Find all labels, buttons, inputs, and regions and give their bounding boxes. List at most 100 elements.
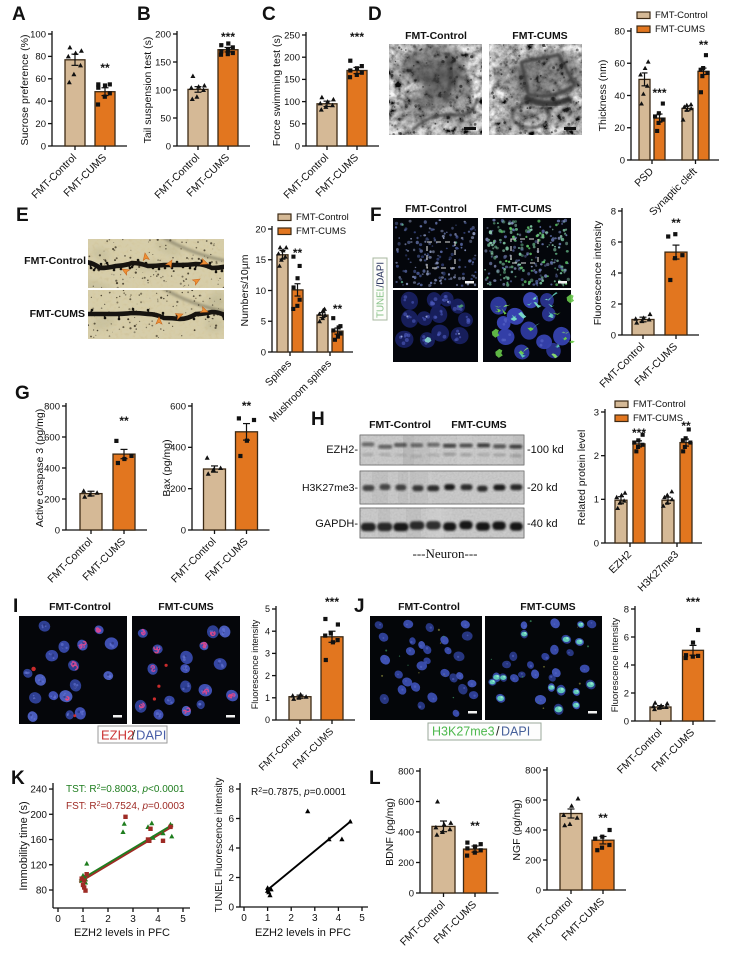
svg-text:2: 2	[594, 451, 599, 462]
svg-text:Bax (pg/mg): Bax (pg/mg)	[161, 439, 173, 496]
svg-text:0: 0	[409, 888, 414, 899]
svg-text:400: 400	[398, 827, 414, 838]
svg-text:**: **	[100, 61, 110, 75]
svg-text:600: 600	[170, 401, 186, 412]
svg-text:5: 5	[180, 914, 186, 925]
svg-text:FMT-Control: FMT-Control	[398, 601, 460, 613]
svg-text:0: 0	[624, 716, 629, 727]
svg-text:80: 80	[35, 52, 46, 63]
svg-text:5: 5	[265, 604, 270, 614]
svg-text:50: 50	[289, 119, 300, 130]
svg-text:H3K27me3: H3K27me3	[432, 725, 495, 739]
svg-text:8: 8	[624, 604, 629, 615]
svg-text:600: 600	[44, 432, 60, 443]
svg-text:600: 600	[525, 795, 541, 806]
svg-text:800: 800	[398, 766, 414, 777]
svg-text:***: ***	[221, 30, 235, 44]
svg-text:**: **	[598, 811, 608, 825]
svg-text:200: 200	[398, 858, 414, 869]
svg-text:Tail suspension test (s): Tail suspension test (s)	[142, 37, 154, 144]
svg-text:0: 0	[620, 155, 625, 166]
svg-text:**: **	[242, 399, 252, 413]
svg-text:250: 250	[284, 30, 300, 41]
svg-text:200: 200	[155, 29, 171, 40]
svg-text:8: 8	[611, 206, 616, 217]
svg-text:***: ***	[325, 595, 339, 609]
svg-text:EZH2: EZH2	[607, 549, 635, 577]
svg-text:2: 2	[105, 914, 111, 925]
svg-text:0: 0	[241, 913, 247, 924]
svg-text:TST: R2=0.8003, p<0.0001: TST: R2=0.8003, p<0.0001	[66, 784, 185, 796]
svg-text:FMT-CUMS: FMT-CUMS	[158, 601, 213, 613]
svg-text:L: L	[369, 768, 381, 789]
svg-text:Numbers/10µm: Numbers/10µm	[239, 254, 251, 326]
svg-text:1: 1	[594, 495, 599, 506]
svg-text:3: 3	[265, 649, 270, 659]
svg-text:150: 150	[284, 75, 300, 86]
svg-text:0: 0	[55, 525, 60, 536]
svg-text:FMT-Control: FMT-Control	[24, 255, 86, 267]
svg-text:800: 800	[44, 401, 60, 412]
svg-text:Fluorescence intensity: Fluorescence intensity	[250, 619, 260, 709]
svg-text:400: 400	[170, 443, 186, 454]
svg-text:2: 2	[624, 688, 629, 699]
svg-text:Force swimming test (s): Force swimming test (s)	[271, 35, 283, 146]
svg-text:FMT-CUMS: FMT-CUMS	[296, 226, 346, 237]
svg-text:0: 0	[261, 347, 266, 358]
svg-text:H3K27me3-: H3K27me3-	[302, 482, 359, 494]
svg-text:FMT-CUMS: FMT-CUMS	[512, 30, 567, 42]
svg-text:**: **	[470, 819, 480, 833]
svg-text:800: 800	[525, 765, 541, 776]
svg-text:I: I	[13, 596, 18, 617]
svg-text:2: 2	[228, 873, 234, 884]
svg-text:Fluorescence intensity: Fluorescence intensity	[610, 617, 621, 712]
svg-text:***: ***	[652, 86, 666, 100]
svg-text:3: 3	[312, 913, 318, 924]
svg-text:400: 400	[525, 825, 541, 836]
svg-text:4: 4	[228, 844, 234, 855]
svg-text:***: ***	[686, 595, 700, 609]
svg-text:0: 0	[265, 715, 270, 725]
svg-text:15: 15	[255, 255, 266, 266]
svg-text:2: 2	[288, 913, 294, 924]
svg-text:NGF (pg/mg): NGF (pg/mg)	[511, 799, 523, 860]
svg-text:1: 1	[80, 914, 86, 925]
svg-text:0: 0	[55, 914, 61, 925]
svg-text:240: 240	[30, 785, 47, 796]
svg-text:TUNEL Fluorescence intensity: TUNEL Fluorescence intensity	[214, 778, 225, 913]
svg-text:80: 80	[614, 26, 625, 37]
svg-text:FMT-CUMS: FMT-CUMS	[496, 203, 551, 215]
svg-text:/: /	[496, 725, 500, 739]
svg-text:EZH2 levels in PFC: EZH2 levels in PFC	[255, 927, 351, 939]
svg-text:0: 0	[181, 525, 186, 536]
svg-text:2: 2	[611, 299, 616, 310]
svg-text:120: 120	[30, 860, 47, 871]
svg-text:4: 4	[155, 914, 161, 925]
svg-text:PSD: PSD	[632, 165, 656, 189]
svg-text:FMT-CUMS: FMT-CUMS	[655, 24, 705, 35]
svg-text:H: H	[311, 409, 325, 430]
svg-text:/DAPI: /DAPI	[376, 262, 387, 288]
svg-text:**: **	[333, 302, 343, 316]
svg-text:0: 0	[166, 141, 171, 152]
svg-text:1: 1	[265, 693, 270, 703]
svg-text:**: **	[671, 216, 681, 230]
svg-text:4: 4	[265, 626, 270, 636]
svg-text:R2=0.7875, p=0.0001: R2=0.7875, p=0.0001	[251, 787, 347, 799]
svg-text:5: 5	[261, 317, 266, 328]
svg-text:***: ***	[632, 426, 646, 440]
svg-text:**: **	[293, 246, 303, 260]
svg-text:J: J	[354, 596, 365, 617]
svg-text:---Neuron---: ---Neuron---	[413, 546, 478, 561]
svg-text:GAPDH-: GAPDH-	[315, 518, 358, 530]
svg-text:/: /	[132, 728, 136, 743]
svg-text:FMT-Control: FMT-Control	[405, 30, 467, 42]
svg-text:FMT-CUMS: FMT-CUMS	[633, 413, 683, 424]
svg-text:Related protein level: Related protein level	[576, 430, 588, 526]
svg-text:0: 0	[228, 903, 234, 914]
svg-text:0: 0	[41, 141, 46, 152]
svg-text:2: 2	[265, 671, 270, 681]
svg-text:100: 100	[284, 97, 300, 108]
svg-text:4: 4	[336, 913, 342, 924]
svg-text:DAPI: DAPI	[501, 725, 530, 739]
